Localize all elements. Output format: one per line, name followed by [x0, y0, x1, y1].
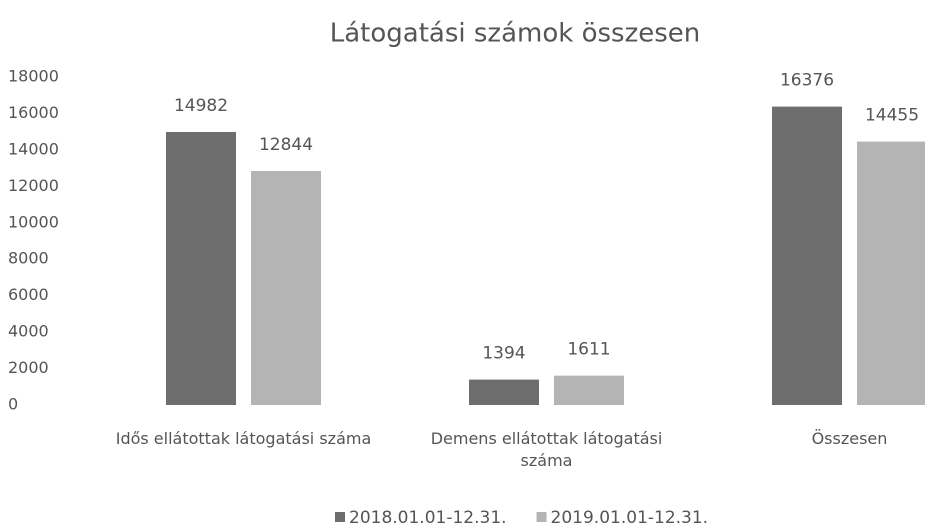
- x-tick-label: Idős ellátottak látogatási száma: [115, 429, 372, 448]
- chart-title: Látogatási számok összesen: [330, 19, 700, 49]
- y-tick-label: 16000: [8, 103, 59, 122]
- y-tick-label: 12000: [8, 176, 59, 195]
- y-tick-label: 18000: [8, 67, 59, 86]
- data-label: 14982: [174, 96, 228, 116]
- legend-swatch: [536, 512, 547, 522]
- y-tick-label: 6000: [8, 285, 49, 304]
- bar: [554, 375, 624, 405]
- y-tick-label: 8000: [8, 249, 49, 268]
- y-tick-label: 0: [8, 395, 18, 414]
- y-tick-label: 10000: [8, 212, 59, 231]
- bar: [469, 379, 539, 405]
- y-tick-label: 14000: [8, 139, 59, 158]
- bar: [857, 141, 925, 405]
- data-label: 14455: [865, 106, 919, 126]
- legend-label: 2019.01.01-12.31.: [551, 508, 709, 528]
- data-label: 1394: [482, 344, 525, 364]
- legend-label: 2018.01.01-12.31.: [349, 508, 507, 528]
- y-tick-label: 4000: [8, 322, 49, 341]
- data-label: 12844: [259, 135, 313, 155]
- bar: [251, 170, 321, 405]
- bar: [166, 131, 236, 405]
- legend-swatch: [335, 512, 345, 522]
- data-label: 1611: [567, 340, 610, 360]
- data-label: 16376: [780, 71, 834, 91]
- bar: [772, 106, 842, 405]
- y-tick-label: 2000: [8, 358, 49, 377]
- x-tick-label: Demens ellátottak látogatási száma: [430, 429, 663, 470]
- x-tick-label: Összesen: [811, 429, 888, 448]
